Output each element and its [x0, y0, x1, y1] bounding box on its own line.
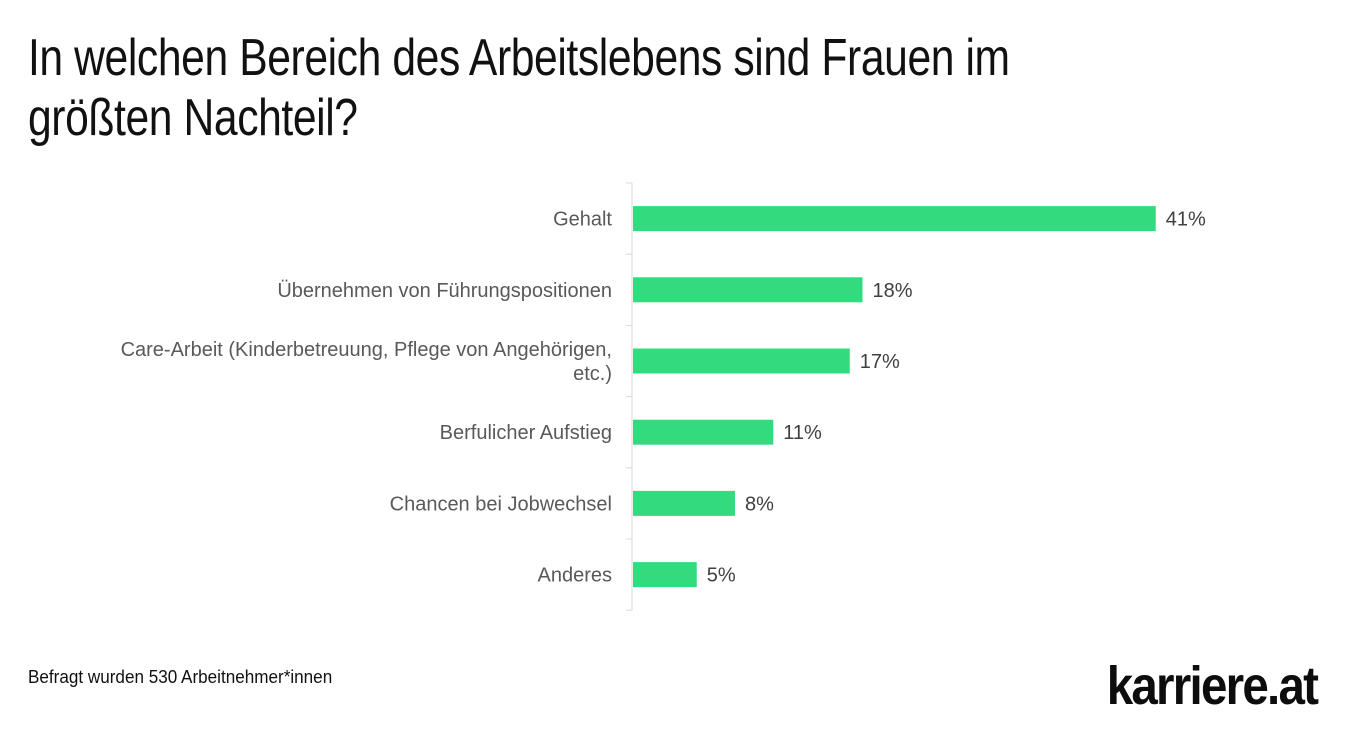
chart-title: In welchen Bereich des Arbeitslebens sin… — [28, 29, 1010, 147]
data-label: 18% — [873, 280, 913, 302]
bar — [633, 562, 697, 588]
category-label: Gehalt — [553, 209, 612, 231]
category-label: Übernehmen von Führungspositionen — [277, 280, 612, 302]
category-label: Chancen bei Jobwechsel — [390, 493, 612, 515]
brand-logo: karriere.at — [1106, 656, 1319, 716]
data-label: 17% — [860, 351, 900, 373]
data-label: 41% — [1166, 209, 1206, 231]
bar — [633, 419, 774, 445]
category-label: Berfulicher Aufstieg — [440, 422, 612, 444]
bar — [633, 206, 1156, 232]
category-label: Anderes — [538, 565, 613, 587]
data-label: 8% — [745, 493, 774, 515]
category-label: etc.) — [573, 363, 612, 385]
chart-plot-area: 41% Gehalt 18% Übernehmen von Führungsposit… — [121, 182, 1206, 611]
bar — [633, 277, 863, 303]
bar — [633, 348, 850, 374]
data-label: 11% — [783, 422, 822, 444]
bar — [633, 490, 735, 516]
survey-footnote: Befragt wurden 530 Arbeitnehmer*innen — [28, 667, 333, 687]
category-label: Care-Arbeit (Kinderbetreuung, Pflege von… — [121, 339, 612, 361]
data-label: 5% — [707, 565, 736, 587]
